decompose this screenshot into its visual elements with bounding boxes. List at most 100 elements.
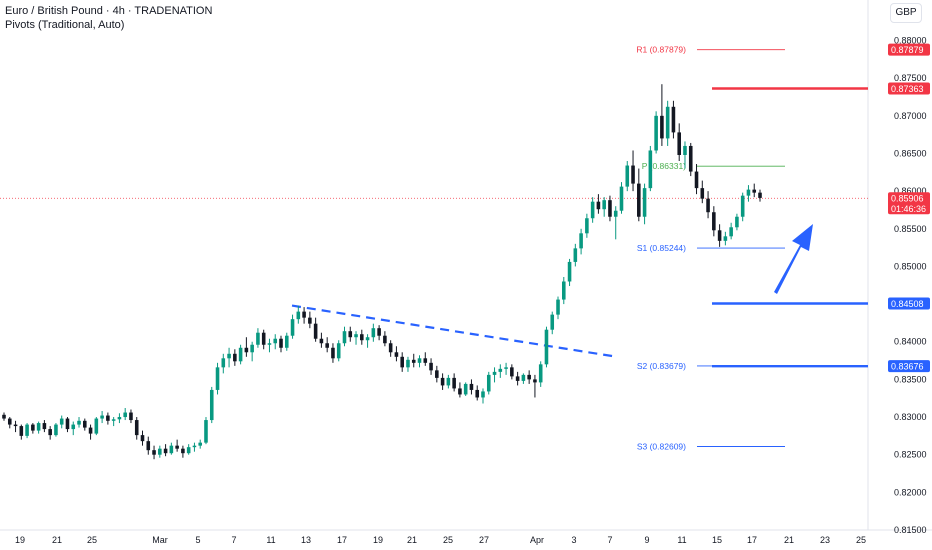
candle-body[interactable]: [417, 358, 422, 363]
candle-body[interactable]: [446, 377, 451, 386]
candle-body[interactable]: [619, 186, 624, 211]
candle-body[interactable]: [585, 218, 589, 234]
candle-body[interactable]: [94, 418, 99, 434]
candle-body[interactable]: [735, 216, 739, 228]
candle-body[interactable]: [498, 368, 503, 372]
candle-body[interactable]: [284, 335, 289, 348]
candle-body[interactable]: [475, 389, 480, 398]
candle-body[interactable]: [181, 448, 185, 454]
candle-body[interactable]: [567, 261, 572, 282]
candle-body[interactable]: [279, 338, 283, 348]
candle-body[interactable]: [354, 334, 358, 338]
candle-body[interactable]: [77, 420, 81, 425]
candle-body[interactable]: [348, 331, 353, 338]
candle-body[interactable]: [631, 165, 635, 184]
candle-body[interactable]: [515, 376, 520, 381]
candle-body[interactable]: [740, 195, 745, 217]
candle-body[interactable]: [452, 377, 456, 389]
currency-button[interactable]: GBP: [890, 3, 922, 23]
candle-body[interactable]: [435, 370, 439, 378]
candle-body[interactable]: [660, 115, 664, 139]
candle-body[interactable]: [712, 212, 716, 231]
candle-body[interactable]: [538, 364, 543, 383]
price-axis[interactable]: 0.88000 0.87500 0.87000 0.86500 0.86000 0.855…: [894, 36, 927, 535]
candle-body[interactable]: [371, 328, 376, 338]
candle-body[interactable]: [411, 359, 416, 363]
candle-body[interactable]: [244, 347, 249, 353]
candle-body[interactable]: [169, 445, 174, 454]
candle-body[interactable]: [250, 344, 254, 353]
candle-body[interactable]: [308, 317, 312, 324]
candle-body[interactable]: [510, 367, 514, 377]
candle-body[interactable]: [134, 420, 139, 436]
candle-body[interactable]: [186, 447, 191, 454]
candle-body[interactable]: [7, 418, 12, 425]
candle-body[interactable]: [256, 332, 260, 345]
candle-body[interactable]: [267, 343, 272, 345]
candle-body[interactable]: [625, 165, 630, 187]
candle-body[interactable]: [654, 115, 658, 151]
candle-body[interactable]: [54, 424, 58, 436]
candle-body[interactable]: [238, 347, 243, 362]
candle-body[interactable]: [677, 132, 681, 155]
candle-body[interactable]: [83, 420, 87, 428]
candle-body[interactable]: [758, 192, 762, 198]
candle-body[interactable]: [140, 435, 145, 442]
candle-body[interactable]: [613, 210, 618, 217]
candle-body[interactable]: [123, 412, 127, 418]
candle-body[interactable]: [527, 374, 531, 380]
candle-body[interactable]: [59, 418, 64, 425]
candle-body[interactable]: [215, 367, 220, 390]
candle-body[interactable]: [544, 329, 549, 365]
candle-body[interactable]: [227, 353, 231, 359]
candle-body[interactable]: [486, 374, 491, 392]
candle-body[interactable]: [36, 423, 41, 431]
candle-body[interactable]: [590, 201, 595, 219]
candle-body[interactable]: [146, 441, 151, 451]
candle-body[interactable]: [717, 230, 722, 241]
candle-body[interactable]: [729, 227, 733, 237]
candle-body[interactable]: [319, 338, 324, 344]
candle-body[interactable]: [688, 145, 693, 172]
candle-body[interactable]: [504, 367, 508, 369]
candle-body[interactable]: [175, 445, 179, 449]
candle-body[interactable]: [665, 106, 670, 139]
candle-body[interactable]: [163, 448, 168, 454]
candle-body[interactable]: [111, 419, 116, 421]
candle-body[interactable]: [533, 379, 537, 383]
up-arrow[interactable]: [774, 224, 813, 294]
candle-body[interactable]: [602, 200, 606, 210]
candle-body[interactable]: [65, 418, 70, 430]
candle-body[interactable]: [152, 450, 156, 455]
candle-body[interactable]: [342, 331, 347, 344]
candle-body[interactable]: [209, 389, 214, 421]
candle-body[interactable]: [42, 423, 47, 430]
candle-body[interactable]: [429, 362, 433, 371]
candle-body[interactable]: [158, 448, 162, 455]
candle-body[interactable]: [723, 236, 728, 241]
candle-body[interactable]: [290, 319, 295, 336]
candle-body[interactable]: [400, 356, 404, 368]
candle-body[interactable]: [596, 201, 601, 210]
candle-body[interactable]: [752, 189, 757, 193]
candle-body[interactable]: [273, 338, 278, 344]
time-axis[interactable]: 19 21 25 Mar 5 7 11 13 17 19 21 25 27 Apr 3 7 9 11 15 17 21 2…: [15, 535, 866, 545]
candle-body[interactable]: [700, 188, 705, 199]
candle-body[interactable]: [383, 335, 387, 344]
candle-body[interactable]: [394, 352, 399, 357]
candle-body[interactable]: [117, 417, 122, 420]
candle-body[interactable]: [458, 388, 462, 395]
candle-body[interactable]: [336, 343, 341, 359]
candle-body[interactable]: [360, 334, 364, 341]
candle-body[interactable]: [261, 332, 266, 345]
candle-body[interactable]: [481, 391, 485, 398]
candle-body[interactable]: [233, 353, 237, 362]
candle-body[interactable]: [13, 424, 18, 427]
candle-body[interactable]: [100, 415, 104, 419]
candle-body[interactable]: [746, 189, 751, 196]
candle-body[interactable]: [579, 233, 583, 249]
candle-body[interactable]: [2, 414, 6, 419]
candle-body[interactable]: [492, 371, 497, 375]
candle-body[interactable]: [642, 188, 647, 217]
